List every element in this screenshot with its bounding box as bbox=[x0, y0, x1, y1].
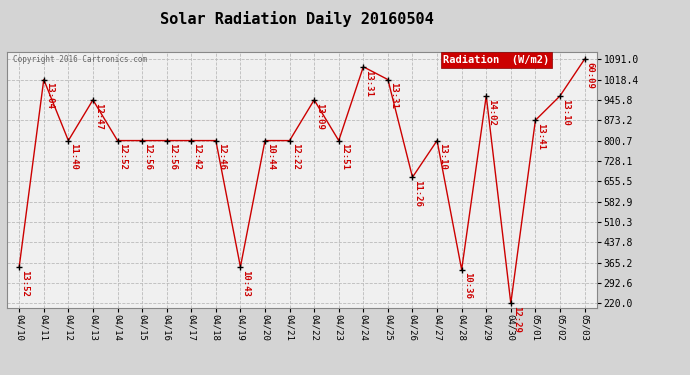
Text: Radiation  (W/m2): Radiation (W/m2) bbox=[444, 55, 550, 65]
Text: 12:52: 12:52 bbox=[119, 143, 128, 170]
Text: 12:46: 12:46 bbox=[217, 143, 226, 170]
Text: 12:47: 12:47 bbox=[94, 103, 103, 130]
Text: 13:41: 13:41 bbox=[536, 123, 546, 150]
Text: 12:22: 12:22 bbox=[290, 143, 299, 170]
Text: Copyright 2016 Cartronics.com: Copyright 2016 Cartronics.com bbox=[13, 55, 147, 64]
Text: 10:44: 10:44 bbox=[266, 143, 275, 170]
Text: 12:56: 12:56 bbox=[168, 143, 177, 170]
Text: 10:43: 10:43 bbox=[241, 270, 250, 297]
Text: 10:36: 10:36 bbox=[463, 273, 472, 299]
Text: 12:42: 12:42 bbox=[193, 143, 201, 170]
Text: 13:31: 13:31 bbox=[364, 70, 373, 96]
Text: 14:02: 14:02 bbox=[487, 99, 496, 126]
Text: 12:56: 12:56 bbox=[143, 143, 152, 170]
Text: 12:51: 12:51 bbox=[339, 143, 349, 170]
Text: 13:04: 13:04 bbox=[45, 82, 54, 109]
Text: 60:09: 60:09 bbox=[586, 62, 595, 89]
Text: 13:10: 13:10 bbox=[438, 143, 447, 170]
Text: 13:52: 13:52 bbox=[20, 270, 29, 297]
Text: 11:40: 11:40 bbox=[70, 143, 79, 170]
Text: 11:26: 11:26 bbox=[413, 180, 422, 207]
Text: 13:09: 13:09 bbox=[315, 103, 324, 130]
Text: Solar Radiation Daily 20160504: Solar Radiation Daily 20160504 bbox=[160, 11, 433, 27]
Text: 13:31: 13:31 bbox=[389, 82, 398, 109]
Text: 13:10: 13:10 bbox=[561, 99, 570, 126]
Text: 12:29: 12:29 bbox=[512, 306, 521, 333]
